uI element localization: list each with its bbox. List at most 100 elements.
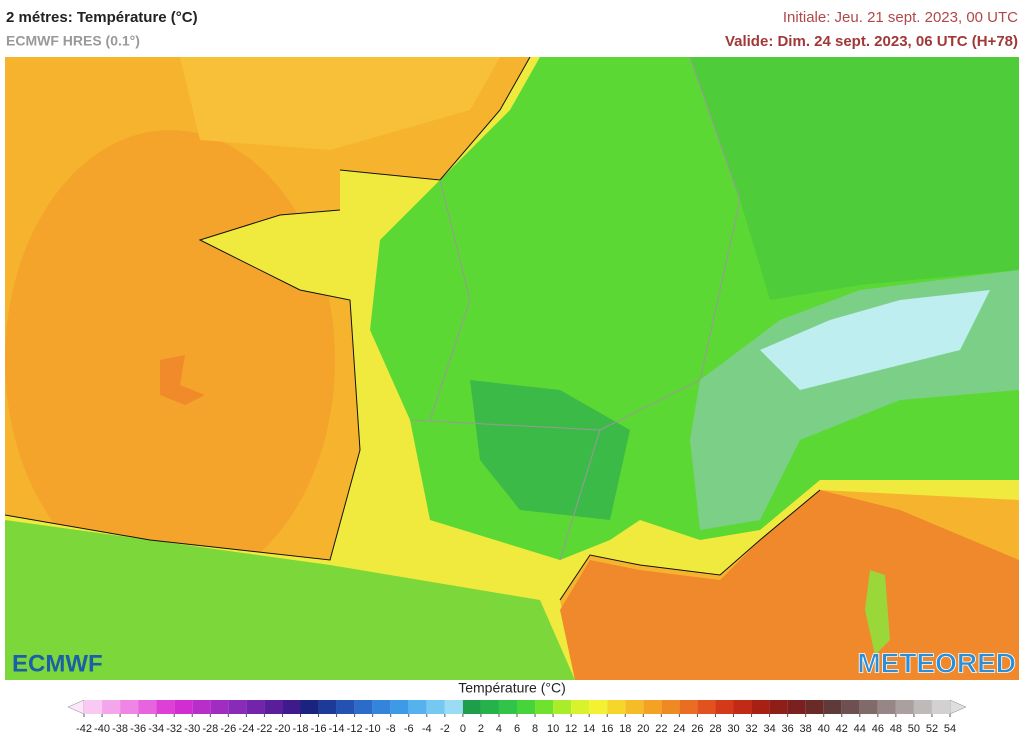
colorbar-tick-label: 4 (496, 723, 502, 735)
alps-snow (760, 290, 990, 390)
colorbar-tick-label: -20 (275, 723, 291, 735)
colorbar-segment (589, 700, 608, 714)
colorbar-segment (805, 700, 824, 714)
warm-patch (160, 355, 205, 405)
colorbar-tick-label: 50 (908, 723, 920, 735)
colorbar-segment (462, 700, 481, 714)
colorbar-segment (84, 700, 103, 714)
colorbar-tick-label: -18 (293, 723, 309, 735)
colorbar-segment (282, 700, 301, 714)
colorbar-segment (877, 700, 896, 714)
colorbar-tick-label: -30 (184, 723, 200, 735)
colorbar-segment (553, 700, 572, 714)
colorbar-tick-label: 2 (478, 723, 484, 735)
colorbar-tick-label: -24 (238, 723, 254, 735)
colorbar-segment (264, 700, 283, 714)
colorbar-tick-label: -12 (347, 723, 363, 735)
colorbar-segment (480, 700, 499, 714)
mediterranean (560, 490, 1019, 680)
colorbar-tick-label: 52 (926, 723, 938, 735)
colorbar-tick-label: 24 (673, 723, 685, 735)
colorbar-segment (354, 700, 373, 714)
colorbar-tick-label: -22 (256, 723, 272, 735)
colorbar-segment (625, 700, 644, 714)
colorbar-segment (102, 700, 121, 714)
colorbar-segment (517, 700, 536, 714)
map: ECMWF METEORED (4, 56, 1019, 680)
colorbar-segment (715, 700, 734, 714)
colorbar-segment (697, 700, 716, 714)
colorbar-segment (390, 700, 409, 714)
colorbar-segment (174, 700, 193, 714)
colorbar-tick-label: 0 (460, 723, 466, 735)
colorbar-tick-label: -32 (166, 723, 182, 735)
colorbar-segment (769, 700, 788, 714)
coastline (4, 56, 821, 601)
colorbar-tick-label: 28 (709, 723, 721, 735)
colorbar-segment (372, 700, 391, 714)
colorbar-segment (444, 700, 463, 714)
colorbar-tick-label: -8 (386, 723, 396, 735)
colorbar-tick-label: 16 (601, 723, 613, 735)
colorbar-segment (246, 700, 265, 714)
colorbar-tick-label: 48 (890, 723, 902, 735)
colorbar-over (949, 699, 967, 715)
colorbar-segment (138, 700, 157, 714)
corsica (865, 570, 890, 655)
borders (409, 56, 741, 561)
spain (5, 520, 575, 680)
colorbar-tick-label: 6 (514, 723, 520, 735)
colorbar-segment (913, 700, 932, 714)
colorbar-tick-label: -38 (112, 723, 128, 735)
colorbar-segment (643, 700, 662, 714)
colorbar-tick-label: -36 (130, 723, 146, 735)
logo-meteored: METEORED (857, 647, 1016, 678)
colorbar: -42 -40 -38 -36 -34 -32 -30 -28 -26 -24 -22 -20 -18-… (67, 699, 967, 735)
colorbar-tick-label: -10 (365, 723, 381, 735)
colorbar-tick-label: 44 (854, 723, 866, 735)
massif-central (470, 380, 630, 520)
colorbar-segment (498, 700, 517, 714)
colorbar-tick-label: 8 (532, 723, 538, 735)
colorbar-tick-label: 54 (944, 723, 956, 735)
colorbar-segment (156, 700, 175, 714)
colorbar-segment (228, 700, 247, 714)
colorbar-tick-label: -34 (148, 723, 164, 735)
colorbar-tick-label: 38 (800, 723, 812, 735)
colorbar-tick-label: 32 (745, 723, 757, 735)
colorbar-segment (607, 700, 626, 714)
title: 2 métres: Température (°C) (6, 9, 198, 26)
subtitle: ECMWF HRES (0.1°) (6, 33, 140, 49)
colorbar-segment (300, 700, 319, 714)
colorbar-tick-label: -6 (404, 723, 414, 735)
colorbar-tick-label: -14 (329, 723, 345, 735)
germany (690, 57, 1019, 300)
colorbar-tick-label: -4 (422, 723, 432, 735)
colorbar-segment (426, 700, 445, 714)
colorbar-segment (210, 700, 229, 714)
colorbar-segment (120, 700, 139, 714)
colorbar-segment (787, 700, 806, 714)
colorbar-segment (859, 700, 878, 714)
colorbar-tick-label: -16 (311, 723, 327, 735)
colorbar-tick-label: -26 (220, 723, 236, 735)
colorbar-segment (895, 700, 914, 714)
colorbar-tick-label: -28 (202, 723, 218, 735)
colorbar-segment (841, 700, 860, 714)
colorbar-tick-label: 10 (547, 723, 559, 735)
colorbar-tick-label: 20 (637, 723, 649, 735)
colorbar-tick-label: 30 (727, 723, 739, 735)
colorbar-tick-label: 14 (583, 723, 595, 735)
colorbar-under (67, 699, 85, 715)
colorbar-segment (733, 700, 752, 714)
colorbar-tick-label: -40 (94, 723, 110, 735)
colorbar-tick-label: 26 (691, 723, 703, 735)
logo-ecmwf: ECMWF (12, 650, 103, 677)
colorbar-label: Température (°C) (458, 680, 566, 696)
colorbar-tick-label: 18 (619, 723, 631, 735)
colorbar-tick-label: 46 (872, 723, 884, 735)
colorbar-segment (931, 700, 950, 714)
colorbar-segment (571, 700, 590, 714)
england (180, 57, 500, 150)
